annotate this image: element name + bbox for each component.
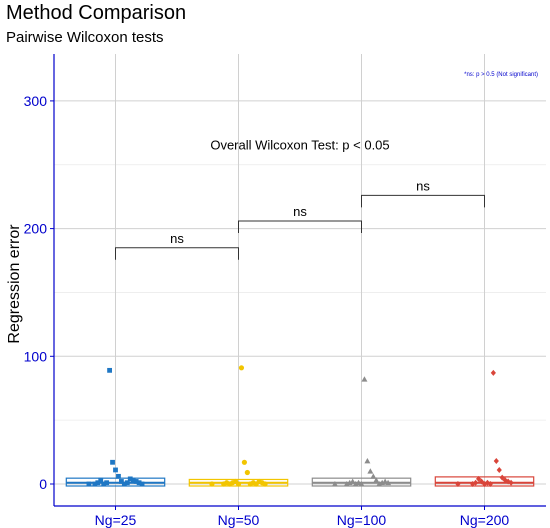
data-point [113, 467, 118, 473]
data-point [478, 478, 485, 485]
data-point [343, 481, 350, 487]
data-point [484, 479, 491, 486]
data-point [136, 480, 142, 486]
significance-label: ns [416, 178, 430, 193]
y-tick-label: 100 [24, 348, 48, 364]
data-point [139, 481, 145, 487]
data-point [373, 477, 380, 483]
data-point [496, 466, 502, 473]
overall-test-label: Overall Wilcoxon Test: p < 0.05 [210, 137, 389, 152]
data-point [238, 365, 245, 371]
data-point [247, 481, 253, 487]
data-point [221, 481, 227, 487]
y-tick-label: 0 [39, 476, 47, 492]
data-point [127, 476, 133, 482]
data-point [241, 459, 248, 465]
y-tick-label: 200 [24, 221, 48, 237]
chart-title: Method Comparison [6, 2, 187, 24]
data-point [505, 478, 511, 485]
data-point [499, 474, 505, 481]
chart-marks [65, 365, 535, 487]
data-point [116, 473, 121, 479]
significance-bracket [361, 194, 485, 208]
data-point [364, 458, 371, 464]
data-point [95, 480, 101, 486]
significance-label: ns [293, 204, 307, 219]
data-point [124, 480, 130, 486]
y-axis-title: Regression error [6, 224, 23, 344]
data-point [493, 458, 499, 465]
grid-lines [54, 54, 546, 506]
legend-note: *ns: p > 0.5 (Not significant) [464, 72, 538, 78]
significance-label: ns [170, 231, 184, 246]
data-point [361, 376, 368, 382]
annotations: ns ns ns Overall Wilcoxon Test: p < 0.05 *ns… [115, 72, 538, 260]
data-point [490, 369, 496, 376]
data-point [376, 481, 383, 487]
data-point [107, 367, 112, 373]
data-point [475, 475, 482, 482]
significance-bracket [238, 220, 362, 233]
data-point [367, 468, 374, 474]
data-point [209, 481, 215, 487]
data-point [331, 481, 338, 487]
y-tick-label: 300 [24, 93, 48, 109]
data-point [130, 477, 136, 483]
data-point [244, 469, 250, 476]
x-tick-label: Ng=100 [337, 512, 387, 528]
significance-bracket [115, 247, 239, 260]
data-point [86, 481, 92, 487]
data-point [104, 480, 110, 486]
data-point [470, 481, 476, 487]
data-point [101, 481, 107, 487]
data-point [352, 481, 359, 487]
x-tick-label: Ng=50 [218, 512, 260, 528]
data-point [473, 479, 479, 486]
data-point [455, 481, 461, 487]
data-point [92, 481, 98, 487]
data-point [98, 477, 104, 483]
axes: 0 100 200 300 Ng=25 Ng=50 Ng=100 Ng=200 Regressi… [6, 54, 546, 528]
x-tick-label: Ng=25 [95, 512, 137, 528]
data-point [370, 473, 377, 479]
x-tick-label: Ng=200 [460, 512, 510, 528]
data-point [110, 459, 115, 465]
data-point [133, 479, 139, 484]
chart-subtitle: Pairwise Wilcoxon tests [6, 29, 164, 46]
data-point [119, 479, 124, 484]
data-point [121, 481, 127, 487]
